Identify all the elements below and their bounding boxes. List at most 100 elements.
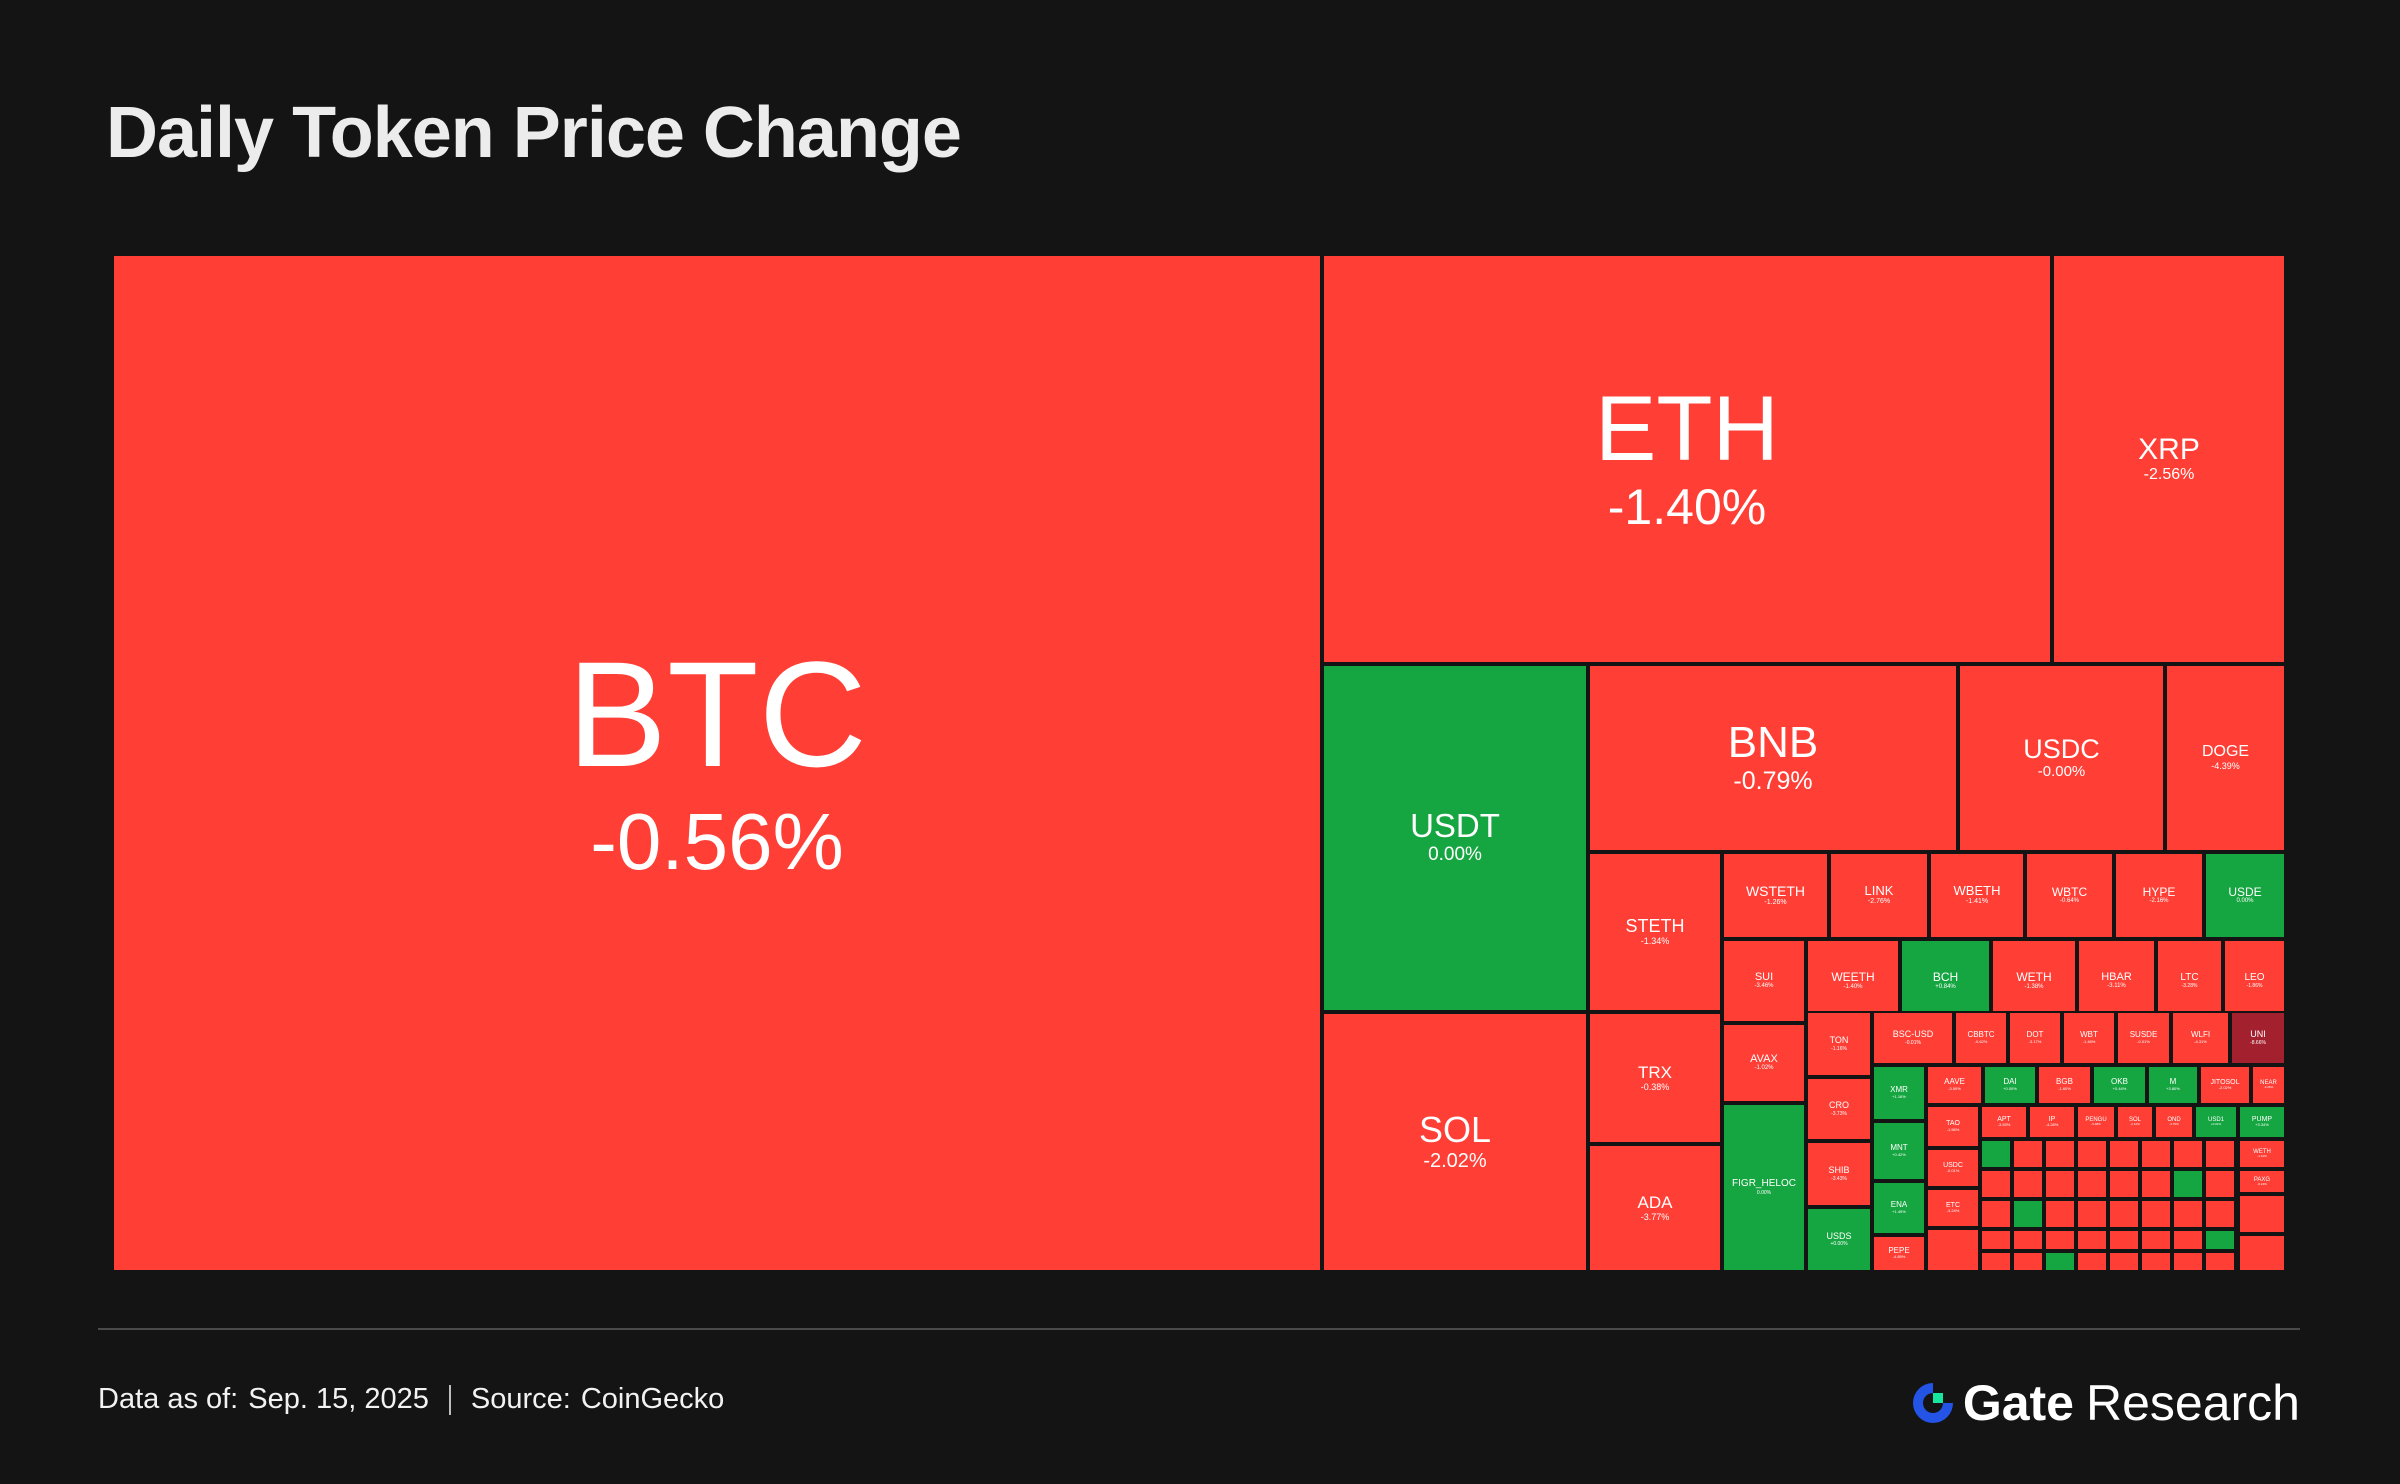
tile-change: -3.50% (1948, 1085, 1961, 1091)
treemap-small-tile (2108, 1199, 2140, 1229)
treemap-tile: CBBTC -0.62% (1954, 1011, 2008, 1065)
tile-change: -8.66% (2250, 1039, 2266, 1046)
tile-change: +3.34% (2255, 1122, 2269, 1128)
treemap-small-tile (2140, 1229, 2172, 1251)
brand-name: Gate (1962, 1375, 2074, 1431)
tile-change: -1.60% (2058, 1085, 2071, 1091)
tile-symbol: PEPE (1888, 1245, 1910, 1255)
treemap-chart: BTC -0.56% ETH -1.40% XRP -2.56% USDT 0.00% BNB -… (112, 254, 2286, 1272)
treemap-tile: WBTC -0.64% (2025, 852, 2114, 939)
tile-change: +0.01% (2210, 1122, 2222, 1127)
tile-change: -0.00% (2037, 763, 2086, 781)
treemap-small-tile (2076, 1199, 2108, 1229)
page-title: Daily Token Price Change (106, 93, 962, 173)
tile-symbol: IP (2048, 1115, 2056, 1123)
tile-symbol: USDC (2023, 733, 2100, 764)
treemap-small-tile (2204, 1199, 2236, 1229)
treemap-tile: SUSDE -0.01% (2116, 1011, 2171, 1065)
tile-symbol: USDT (1410, 807, 1500, 845)
treemap-tile: DOGE -4.39% (2165, 664, 2286, 852)
treemap-small-tile (2172, 1251, 2204, 1272)
tile-change: -3.73% (1831, 1110, 1847, 1117)
tile-symbol: USDC (1943, 1161, 1963, 1169)
treemap-tile: ENA +1.49% (1872, 1181, 1926, 1235)
tile-symbol: BTC (567, 630, 867, 799)
treemap-tile: WLFI -4.31% (2171, 1011, 2230, 1065)
tile-symbol: DOGE (2201, 743, 2250, 761)
tile-change: -1.56% (1946, 1126, 1960, 1132)
tile-change: -0.01% (1905, 1039, 1921, 1046)
treemap-small-tile (2140, 1139, 2172, 1169)
treemap-tile: SUI -3.46% (1722, 939, 1806, 1023)
treemap-small-tile (2140, 1251, 2172, 1272)
treemap-small-tile (2108, 1251, 2140, 1272)
tile-change: -3.79% (2169, 1122, 2179, 1127)
tile-symbol: FIGR_HELOC (1732, 1178, 1796, 1190)
tile-change: +0.42% (1892, 1151, 1906, 1157)
treemap-small-tile (2238, 1194, 2286, 1234)
gate-logo-icon (1912, 1383, 1953, 1423)
tile-symbol: LTC (2180, 971, 2199, 983)
treemap-tile: USD1 +0.01% (2194, 1105, 2238, 1139)
tile-symbol: BNB (1727, 717, 1819, 767)
tile-symbol: DOT (2026, 1030, 2044, 1040)
tile-change: -3.24% (1946, 1208, 1960, 1214)
tile-symbol: PUMP (2251, 1115, 2273, 1123)
treemap-tile: IP -4.28% (2028, 1105, 2076, 1139)
tile-symbol: WLFI (2190, 1030, 2211, 1040)
treemap-tile: TRX -0.38% (1588, 1012, 1722, 1144)
treemap-small-tile (2172, 1139, 2204, 1169)
tile-change: -1.31% (2257, 1154, 2267, 1159)
tile-symbol: WETH (2016, 970, 2052, 985)
tile-change: -4.31% (2194, 1038, 2207, 1044)
tile-symbol: ENA (1890, 1200, 1908, 1210)
tile-symbol: ETH (1595, 377, 1779, 480)
treemap-small-tile (2012, 1139, 2044, 1169)
treemap-tile: XRP -2.56% (2052, 254, 2286, 664)
tile-change: -3.77% (1640, 1211, 1670, 1222)
treemap-small-tile (2012, 1199, 2044, 1229)
treemap-tile: PEPE -4.85% (1872, 1235, 1926, 1272)
tile-change: +0.00% (1830, 1241, 1848, 1248)
data-as-of-label: Data as of: (98, 1383, 239, 1415)
tile-symbol: STETH (1625, 916, 1685, 937)
treemap-small-tile (2044, 1229, 2076, 1251)
tile-symbol: TRX (1638, 1062, 1672, 1082)
treemap-tile: PUMP +3.34% (2238, 1105, 2286, 1139)
tile-symbol: UNI (2250, 1029, 2266, 1040)
treemap-tile: USDC -0.01% (1926, 1148, 1980, 1188)
tile-change: -3.17% (2028, 1038, 2042, 1044)
treemap-tile: DAI +0.00% (1983, 1065, 2037, 1105)
treemap-tile: BNB -0.79% (1588, 664, 1958, 852)
treemap-tile: MNT +0.42% (1872, 1121, 1926, 1181)
tile-change: -0.01% (2137, 1038, 2150, 1044)
tile-change: -1.48% (2082, 1038, 2096, 1044)
tile-change: -0.79% (1733, 767, 1813, 796)
treemap-small-tile (2076, 1139, 2108, 1169)
tile-change: -3.53% (1997, 1122, 2011, 1128)
treemap-tile: WSTETH -1.26% (1722, 852, 1829, 939)
tile-change: -3.28% (2181, 983, 2198, 990)
tile-symbol: APT (1997, 1115, 2011, 1123)
tile-symbol: SUSDE (2129, 1030, 2158, 1040)
treemap-small-tile (2204, 1169, 2236, 1199)
tile-symbol: MNT (1890, 1143, 1908, 1153)
tile-change: -1.34% (1640, 936, 1670, 947)
tile-symbol: WEETH (1831, 970, 1875, 985)
treemap-tile: SOL -2.12% (2116, 1105, 2154, 1139)
treemap-tile: SHIB -3.43% (1806, 1141, 1872, 1207)
tile-symbol: JITOSOL (2210, 1078, 2240, 1086)
treemap-small-tile (2238, 1234, 2286, 1272)
treemap-tile: OKB +0.44% (2092, 1065, 2147, 1105)
tile-change: -1.38% (2024, 983, 2044, 990)
treemap-tile: TAO -1.56% (1926, 1105, 1980, 1148)
tile-symbol: BSC-USD (1892, 1029, 1934, 1040)
treemap-tile: PENGU -5.48% (2076, 1105, 2116, 1139)
tile-symbol: SOL (1418, 1109, 1492, 1151)
tile-change: -0.01% (1946, 1168, 1960, 1174)
tile-symbol: TON (1829, 1035, 1849, 1046)
treemap-tile: ETC -3.24% (1926, 1188, 1980, 1228)
tile-change: -3.43% (1831, 1175, 1847, 1182)
treemap-small-tile (2044, 1251, 2076, 1272)
treemap-small-tile (2076, 1229, 2108, 1251)
